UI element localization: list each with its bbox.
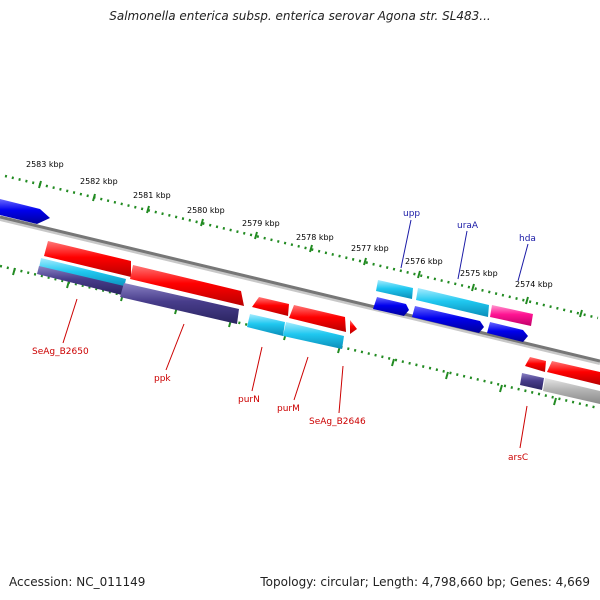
gene-label-SeAg_B2646[interactable]: SeAg_B2646 [309,417,366,427]
gene-arrow-blue [412,306,484,333]
gene-label-arsC[interactable]: arsC [508,453,528,463]
forward-strand-features [0,199,533,342]
scale-label: 2581 kbp [133,191,171,200]
map-title: Salmonella enterica subsp. enterica sero… [109,9,491,23]
gene-arrow-purple [120,283,239,324]
gene-label-upp[interactable]: upp [403,209,420,219]
gene-arrow-red [289,305,346,332]
gene-label-hda[interactable]: hda [519,234,536,244]
gene-arrow-blue [0,199,50,224]
gene-arrow-red [350,320,357,334]
gene-arrow-red [525,357,546,372]
scale-label: 2582 kbp [80,177,118,186]
gene-arrow-purple [37,266,124,295]
gene-label-purM[interactable]: purM [277,404,300,414]
scale-label: 2574 kbp [515,280,553,289]
scale-label: 2575 kbp [460,269,498,278]
gene-label-SeAg_B2650[interactable]: SeAg_B2650 [32,347,89,357]
genome-backbone [0,215,600,363]
gene-arrow-red [547,361,600,385]
scale-label: 2579 kbp [242,219,280,228]
scale-label: 2578 kbp [296,233,334,242]
top-major-ticks [38,180,583,318]
scale-label: 2577 kbp [351,244,389,253]
gene-arrow-cyan [416,288,489,317]
gene-arrow-red [44,241,131,277]
gene-arrow-blue [373,297,409,316]
genome-summary-text: Topology: circular; Length: 4,798,660 bp… [260,575,590,589]
scale-label: 2576 kbp [405,257,443,266]
accession-text: Accession: NC_011149 [9,575,146,589]
scale-label: 2580 kbp [187,206,225,215]
scale-label: 2583 kbp [26,160,64,169]
label-leaders-bottom [62,298,528,449]
bottom-scale-line [0,264,599,410]
gene-arrow-purple [520,373,544,390]
label-leaders-top [400,219,529,282]
gene-arrow-red [252,297,289,316]
gene-label-ppk[interactable]: ppk [154,374,171,384]
gene-arrow-cyan [247,314,285,336]
gene-label-uraA[interactable]: uraA [457,221,479,231]
gene-arrow-gray [543,378,600,404]
gene-arrow-red [130,265,244,306]
gene-arrow-cyan [283,322,344,349]
gene-arrow-cyan [376,280,413,299]
gene-arrow-blue [487,322,528,342]
gene-arrow-cyan [39,258,126,288]
gene-label-purN[interactable]: purN [238,395,260,405]
gene-arrow-pink [490,305,533,326]
reverse-strand-features [37,258,600,404]
genome-backbone-shadow [0,217,600,365]
